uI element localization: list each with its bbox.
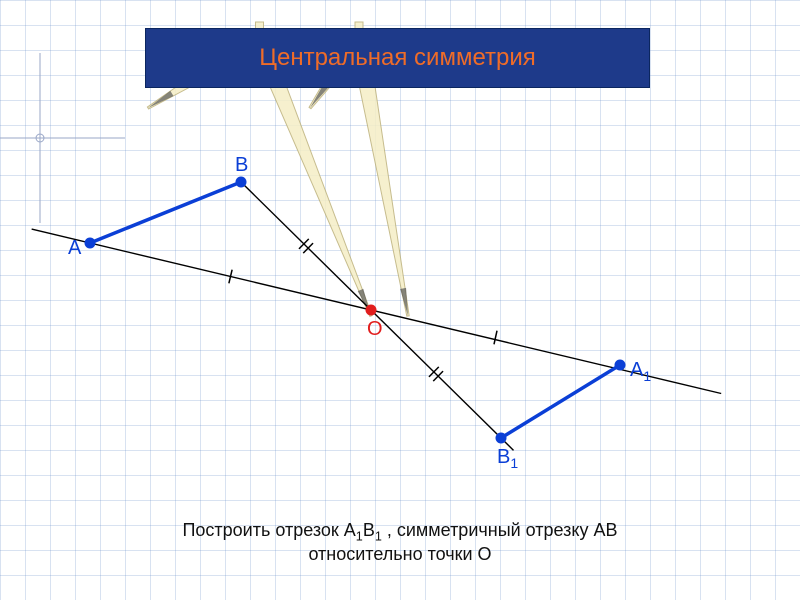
caption-line-2: относительно точки О [0, 544, 800, 565]
crosshair-layer [0, 53, 125, 223]
caption-part-1: Построить отрезок А [182, 520, 355, 540]
point-label-O: О [367, 318, 383, 341]
tick-marks-layer [229, 239, 497, 381]
segments-layer [90, 182, 620, 438]
caption: Построить отрезок А1В1 , симметричный от… [0, 520, 800, 565]
points-layer [85, 177, 626, 444]
diagram-stage [0, 0, 800, 600]
caption-part-mid: В [363, 520, 375, 540]
title-text: Центральная симметрия [259, 44, 536, 72]
caption-sub-1: 1 [356, 530, 363, 544]
point-label-A1: А1 [630, 359, 651, 384]
title-bar: Центральная симметрия [145, 28, 650, 88]
caption-sub-2: 1 [375, 530, 382, 544]
caption-line-1: Построить отрезок А1В1 , симметричный от… [0, 520, 800, 544]
caption-part-tail: , симметричный отрезку АВ [382, 520, 618, 540]
point-label-B: В [235, 154, 248, 177]
point-label-B1: В1 [497, 446, 518, 471]
lines-layer [32, 182, 722, 450]
point-label-A: А [68, 237, 81, 260]
